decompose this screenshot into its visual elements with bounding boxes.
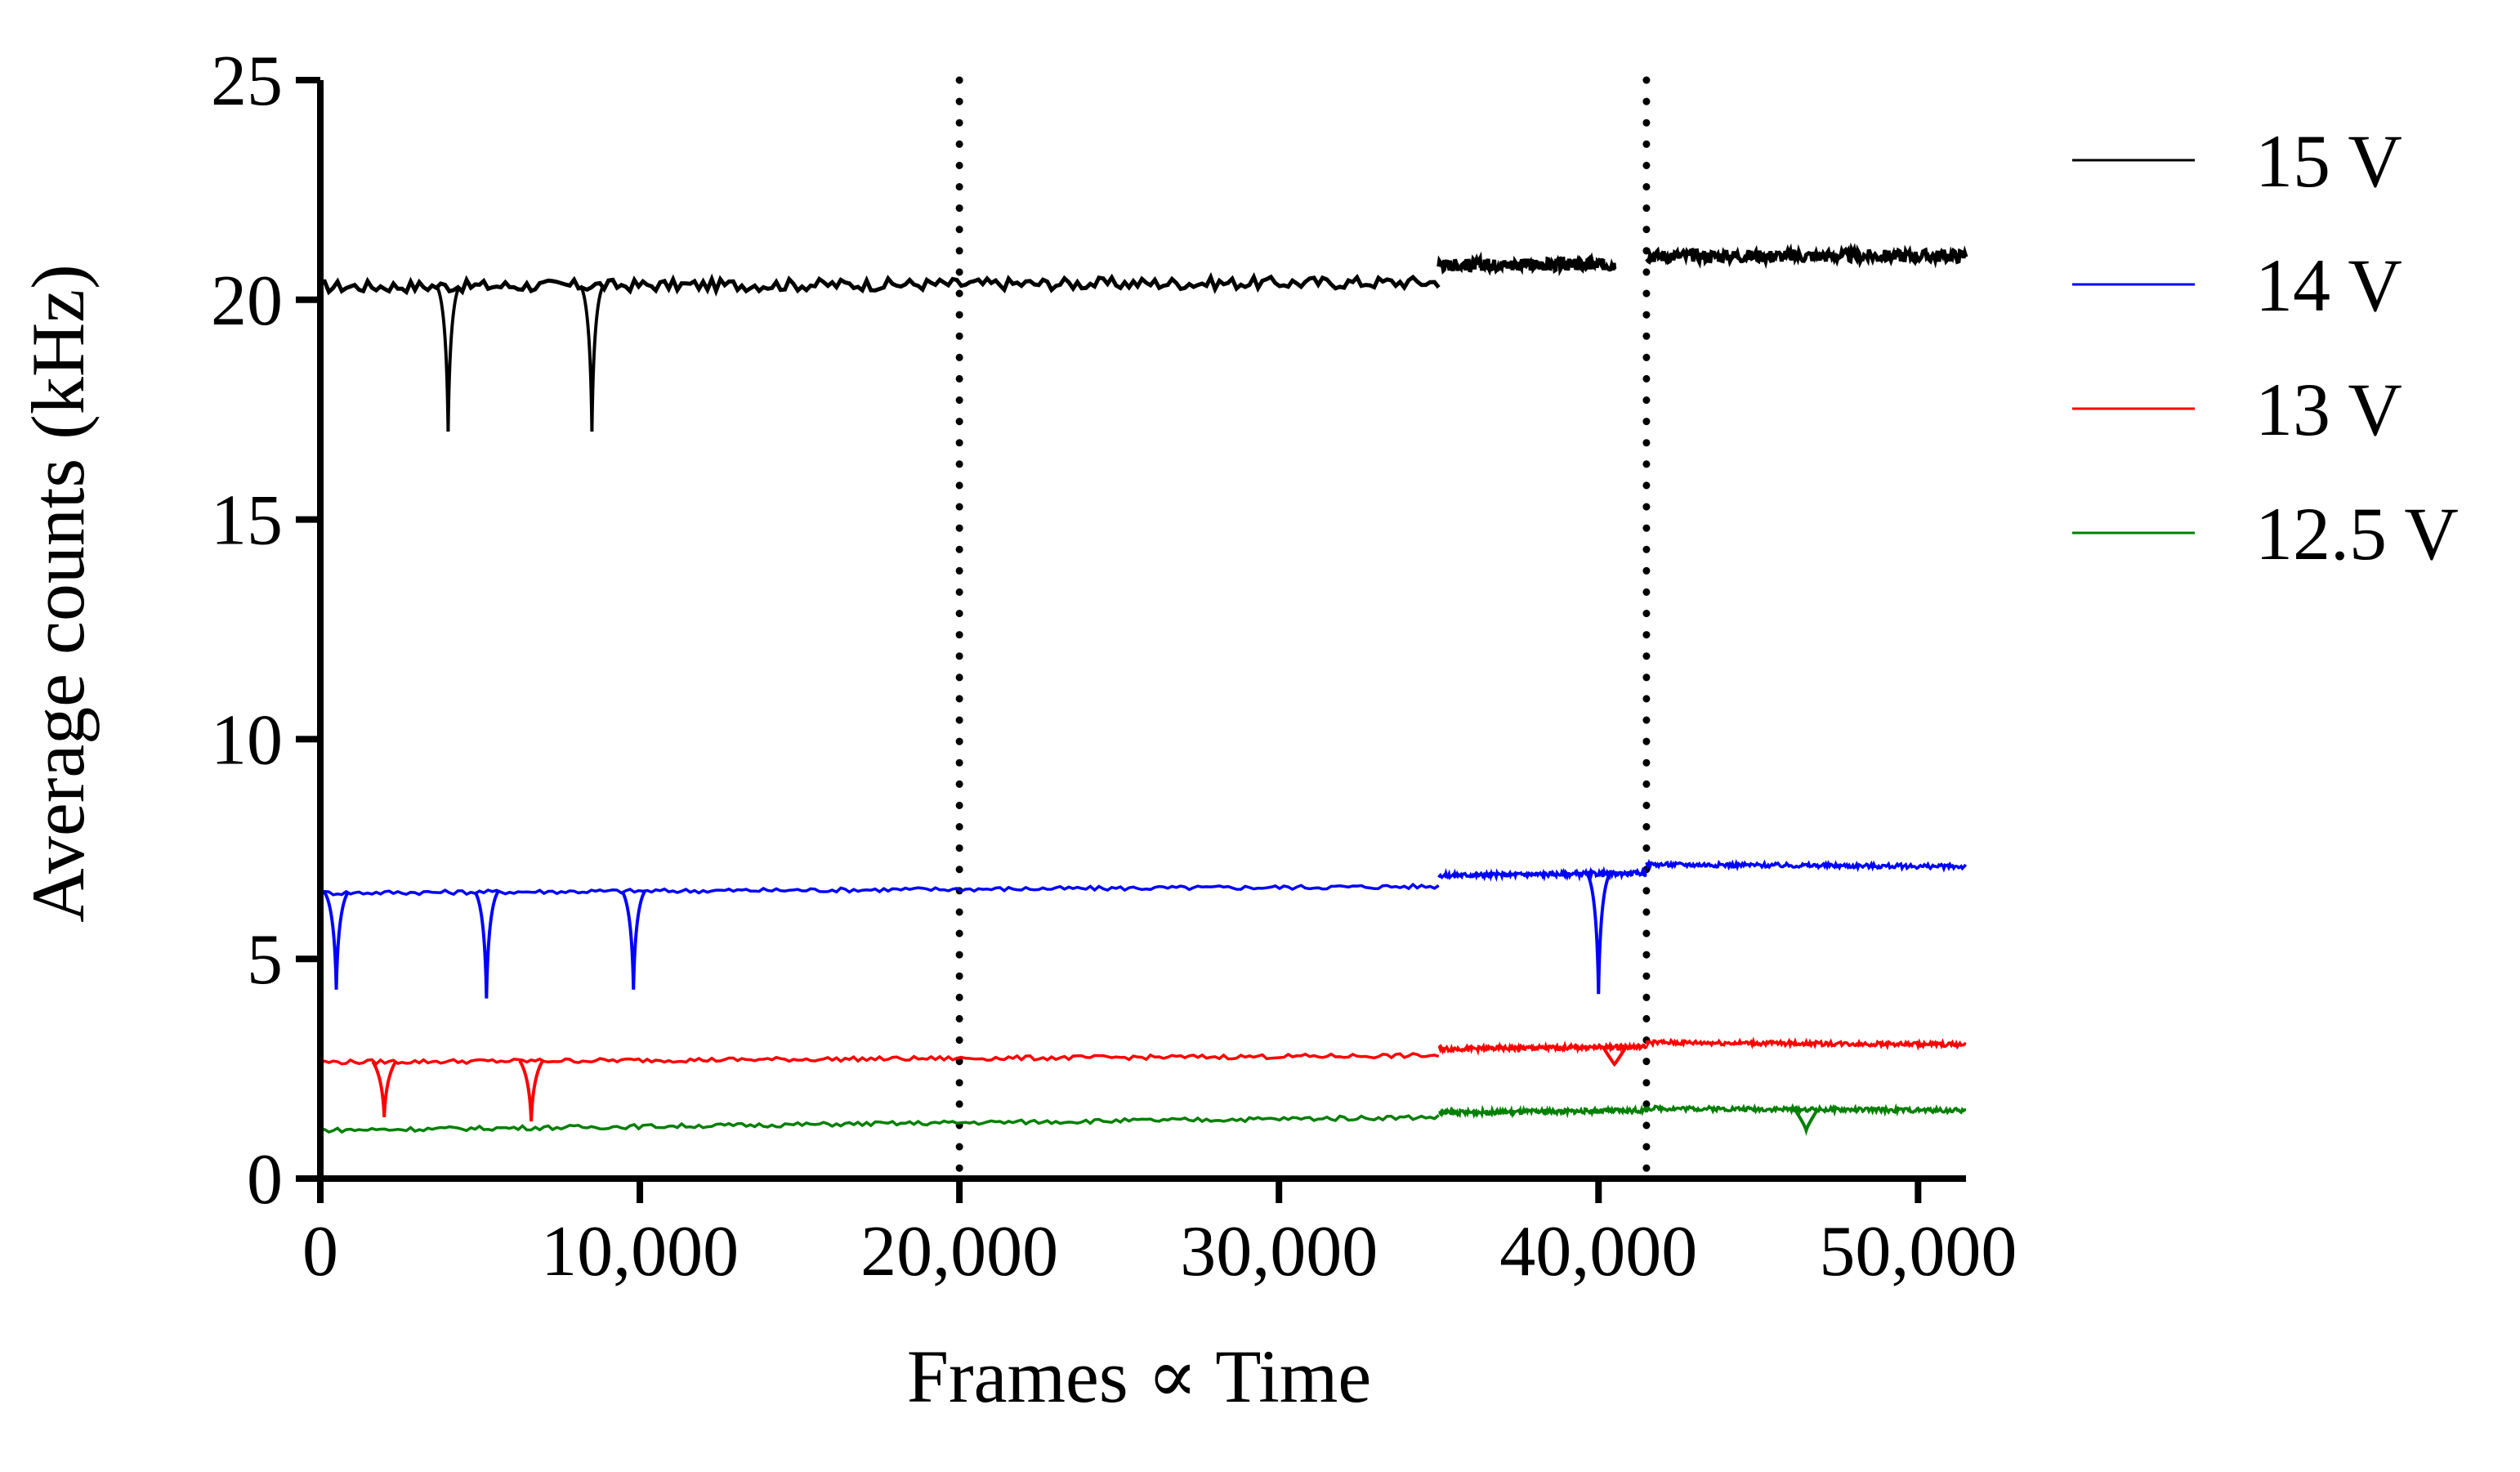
series-dip-point	[1585, 872, 1612, 995]
x-tick-label: 50,000	[1819, 1212, 2017, 1291]
x-tick-label: 0	[302, 1212, 338, 1291]
series-dip-point	[1602, 1046, 1628, 1067]
series-line-segment	[1437, 1040, 1648, 1056]
legend-item: 13 V	[2072, 368, 2402, 451]
y-tick-label: 10	[211, 700, 283, 780]
legend: 15 V 14 V 13 V 12.5 V	[2072, 119, 2459, 575]
series-dip-point	[435, 284, 462, 432]
legend-item: 12.5 V	[2072, 492, 2459, 575]
y-tick-label: 20	[211, 262, 283, 341]
series-line-segment	[319, 271, 1441, 298]
series-dip-point	[1793, 1108, 1820, 1136]
legend-label: 13 V	[2255, 368, 2402, 451]
series-line-segment	[319, 1114, 1440, 1134]
series-line-segment	[1645, 858, 1968, 873]
y-tick-label: 0	[247, 1140, 283, 1219]
legend-item: 15 V	[2072, 119, 2402, 203]
y-axis-title: Average counts (kHz)	[16, 264, 100, 923]
series-dip-point	[473, 891, 500, 999]
series-14-v	[319, 858, 1968, 999]
series-dip-point	[323, 892, 350, 990]
y-tick-label: 5	[247, 920, 283, 1000]
series-line-segment	[1645, 1103, 1967, 1117]
x-tick-label: 10,000	[541, 1212, 739, 1291]
x-tick-label: 40,000	[1499, 1212, 1697, 1291]
series-15-v	[319, 242, 1968, 432]
series-line-segment	[1438, 1104, 1648, 1120]
legend-label: 15 V	[2255, 119, 2402, 203]
legend-label: 14 V	[2255, 244, 2402, 327]
y-tick-label: 15	[211, 481, 283, 561]
series-line-segment	[1436, 251, 1617, 277]
y-tick-label: 25	[211, 42, 283, 121]
series-line-segment	[1645, 1036, 1967, 1051]
series-dip-point	[579, 284, 605, 432]
series-12-5-v	[319, 1103, 1967, 1136]
x-axis-title: Frames ∝ Time	[907, 1335, 1371, 1418]
series-dip-point	[620, 890, 646, 990]
x-tick-label: 20,000	[860, 1212, 1058, 1291]
x-tick-label: 30,000	[1180, 1212, 1378, 1291]
series-13-v	[319, 1036, 1967, 1122]
series-line-segment	[319, 882, 1440, 897]
series-line-segment	[1437, 866, 1647, 883]
series-line-segment	[319, 1052, 1440, 1066]
axes: 0 5 10 15 20 25 0 10,000 20,000 30,000 40,000 50,00…	[211, 42, 2017, 1291]
plot-area	[319, 76, 1968, 1183]
legend-label: 12.5 V	[2255, 492, 2459, 575]
series-dip-point	[518, 1059, 544, 1122]
series-line-segment	[1645, 242, 1968, 270]
series-dip-point	[371, 1061, 397, 1117]
legend-item: 14 V	[2072, 244, 2402, 327]
